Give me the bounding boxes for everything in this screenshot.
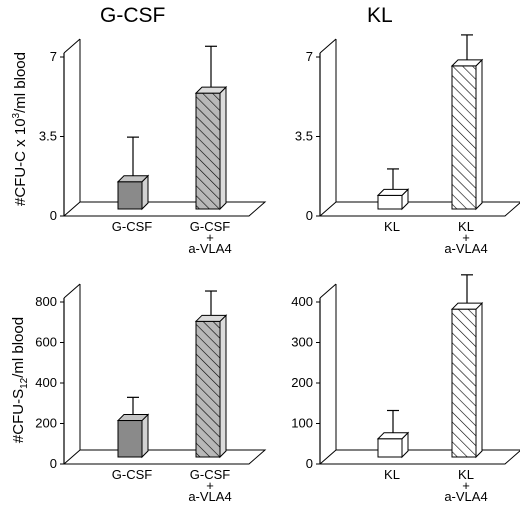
y-tick-label: 600 [35, 335, 57, 350]
x-tick-label: KL [458, 467, 474, 482]
axis-top-edge [63, 283, 81, 299]
bar-top [116, 414, 150, 422]
y-tick-label: 100 [291, 416, 313, 431]
bar-1 [116, 136, 150, 211]
bar-front [195, 92, 221, 210]
bar-side [475, 301, 483, 459]
bar-1 [376, 409, 410, 459]
floor-plane [62, 201, 267, 217]
y-tick-label: 200 [291, 375, 313, 390]
x-tick-label: KL [458, 219, 474, 234]
bar-top [450, 59, 484, 67]
bar-side [219, 314, 227, 459]
x-tick-label: + [206, 478, 214, 493]
y-tick-label: 300 [291, 335, 313, 350]
bar-top [450, 302, 484, 310]
x-tick-label: + [462, 478, 470, 493]
axis-top-edge [63, 38, 81, 54]
y-tick-label: 0 [50, 456, 57, 471]
x-tick-label: + [462, 230, 470, 245]
y-tick-label: 3.5 [39, 129, 57, 144]
x-tick-label: a-VLA4 [444, 241, 487, 256]
x-tick-label: a-VLA4 [444, 489, 487, 504]
x-tick-label: G-CSF [190, 219, 231, 234]
bar-front [451, 308, 477, 458]
bar-top [376, 432, 410, 440]
bar-top [116, 175, 150, 183]
y-tick-label: 3.5 [295, 129, 313, 144]
x-tick-label: KL [384, 219, 400, 234]
y-tick-label: 0 [306, 208, 313, 223]
x-tick-label: G-CSF [190, 467, 231, 482]
x-tick-label: a-VLA4 [188, 489, 231, 504]
title-kl: KL [367, 4, 393, 27]
y-tick-label: 0 [50, 208, 57, 223]
title-gcsf: G-CSF [100, 4, 166, 27]
bar-front [117, 420, 143, 458]
bar-side [141, 413, 149, 459]
x-tick-label: G-CSF [112, 219, 153, 234]
bar-front [377, 194, 403, 210]
bar-1 [376, 168, 410, 211]
bar-front [195, 320, 221, 458]
y-tick-label: 800 [35, 294, 57, 309]
bar-2 [194, 45, 228, 211]
y-tick-label: 400 [35, 375, 57, 390]
floor-plane [318, 449, 520, 465]
bar-front [451, 65, 477, 210]
axis-top-edge [319, 38, 337, 54]
x-tick-label: KL [384, 467, 400, 482]
axis-top-edge [319, 283, 337, 299]
bar-top [194, 86, 228, 94]
bar-2 [450, 274, 484, 459]
y-tick-label: 7 [306, 49, 313, 64]
x-tick-label: G-CSF [112, 467, 153, 482]
y-tick-label: 400 [291, 294, 313, 309]
bar-front [377, 438, 403, 458]
chart-panel-top-left: 03.57G-CSF G-CSF+a-VLA4 [39, 38, 267, 256]
y-tick-label: 7 [50, 49, 57, 64]
bar-side [475, 58, 483, 211]
bar-2 [194, 290, 228, 459]
floor-plane [62, 449, 267, 465]
y-tick-label: 200 [35, 416, 57, 431]
y-tick-label: 0 [306, 456, 313, 471]
bar-top [376, 188, 410, 196]
bar-side [219, 85, 227, 211]
x-tick-label: a-VLA4 [188, 241, 231, 256]
bar-top [194, 314, 228, 322]
x-tick-label: + [206, 230, 214, 245]
bar-2 [450, 34, 484, 211]
bar-front [117, 181, 143, 210]
bar-1 [116, 396, 150, 459]
floor-plane [318, 201, 520, 217]
